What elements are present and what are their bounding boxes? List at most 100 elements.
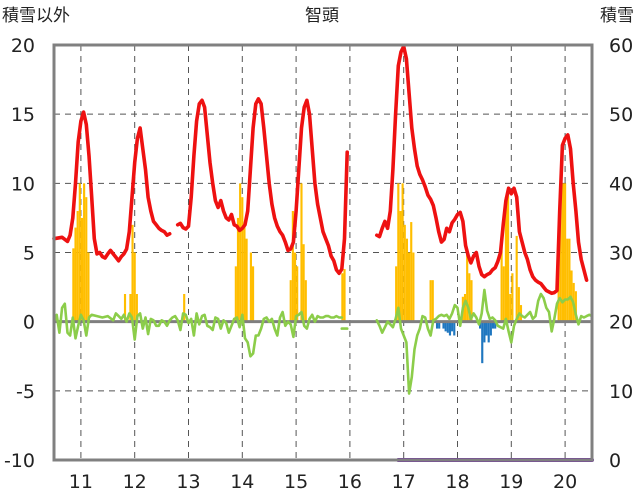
series-line xyxy=(375,44,589,296)
bar xyxy=(517,287,520,322)
bar xyxy=(568,238,571,322)
bar xyxy=(410,222,413,322)
y-right-tick-label: 50 xyxy=(609,104,633,126)
bar xyxy=(463,294,467,322)
bar xyxy=(300,183,303,322)
bar xyxy=(429,280,432,322)
bar xyxy=(239,183,242,322)
y-left-axis-title: 積雪以外 xyxy=(2,6,70,26)
y-right-tick-label: 0 xyxy=(609,450,621,472)
bar xyxy=(293,252,297,322)
bar xyxy=(397,183,400,322)
bar xyxy=(401,183,404,322)
y-left-tick-label: 20 xyxy=(11,35,35,57)
x-tick-label: 14 xyxy=(230,471,254,493)
bar xyxy=(289,280,292,322)
bar xyxy=(451,321,454,332)
bar xyxy=(76,211,79,322)
bar xyxy=(435,321,439,329)
x-tick-label: 13 xyxy=(176,471,200,493)
bar xyxy=(485,321,488,336)
bar xyxy=(504,197,507,322)
bar xyxy=(468,273,471,322)
bars xyxy=(72,183,577,364)
plot-frame xyxy=(52,43,594,462)
bar xyxy=(341,273,344,322)
bar xyxy=(479,321,482,329)
bar xyxy=(408,252,411,322)
bar xyxy=(438,321,441,329)
bar xyxy=(395,266,398,322)
bar xyxy=(123,294,127,322)
bar xyxy=(442,321,445,329)
bar xyxy=(487,321,490,343)
bar xyxy=(481,321,484,364)
bar xyxy=(343,269,346,322)
bar xyxy=(405,238,409,322)
bar xyxy=(506,190,510,322)
series-line xyxy=(52,302,344,358)
bar xyxy=(511,273,514,322)
bar xyxy=(489,321,492,336)
bar xyxy=(74,227,77,322)
y-right-axis-title: 積雪 xyxy=(600,6,634,26)
bar xyxy=(483,321,486,343)
bar xyxy=(72,248,75,322)
bar xyxy=(129,294,132,322)
bar xyxy=(80,217,84,322)
x-tick-label: 15 xyxy=(284,471,308,493)
bar xyxy=(78,183,81,322)
bar xyxy=(241,197,244,322)
bar xyxy=(566,238,569,322)
gridlines xyxy=(54,45,592,460)
bar xyxy=(234,266,237,322)
bar xyxy=(470,280,473,322)
y-right-tick-label: 10 xyxy=(609,381,633,403)
bar xyxy=(296,266,299,322)
y-right-tick-label: 40 xyxy=(609,173,633,195)
y-right-tick-label: 20 xyxy=(609,312,633,334)
bar xyxy=(243,224,246,322)
bar xyxy=(251,266,255,322)
x-tick-label: 11 xyxy=(69,471,93,493)
x-tick-label: 12 xyxy=(123,471,147,493)
bar xyxy=(466,252,469,322)
bar xyxy=(491,321,495,329)
bar xyxy=(183,294,186,322)
bar xyxy=(559,197,562,322)
y-left-tick-label: -5 xyxy=(16,381,35,403)
bar xyxy=(494,321,497,329)
bar xyxy=(135,294,138,322)
x-tick-label: 17 xyxy=(392,471,416,493)
bar xyxy=(133,252,136,322)
bar xyxy=(448,321,452,336)
x-tick-label: 16 xyxy=(338,471,362,493)
bar xyxy=(304,280,307,322)
bar xyxy=(403,224,406,322)
bar xyxy=(446,321,449,333)
bar xyxy=(291,211,294,322)
bar xyxy=(131,224,134,322)
y-left-tick-label: 5 xyxy=(23,243,35,265)
x-tick-label: 20 xyxy=(553,471,577,493)
bar xyxy=(564,183,567,322)
bar xyxy=(83,183,86,322)
bar xyxy=(249,252,252,322)
y-left-tick-label: 15 xyxy=(11,104,35,126)
bar xyxy=(245,238,248,322)
bar xyxy=(236,217,240,322)
bar xyxy=(399,211,402,322)
series-line xyxy=(52,110,172,263)
bar xyxy=(515,235,518,322)
series-line xyxy=(375,288,594,395)
bar xyxy=(453,321,456,336)
y-left-tick-label: 10 xyxy=(11,173,35,195)
y-left-tick-label: 0 xyxy=(23,312,35,334)
bar xyxy=(302,244,305,322)
x-tick-label: 18 xyxy=(445,471,469,493)
bar xyxy=(444,321,447,332)
bar xyxy=(509,294,512,322)
y-right-tick-label: 60 xyxy=(609,35,633,57)
